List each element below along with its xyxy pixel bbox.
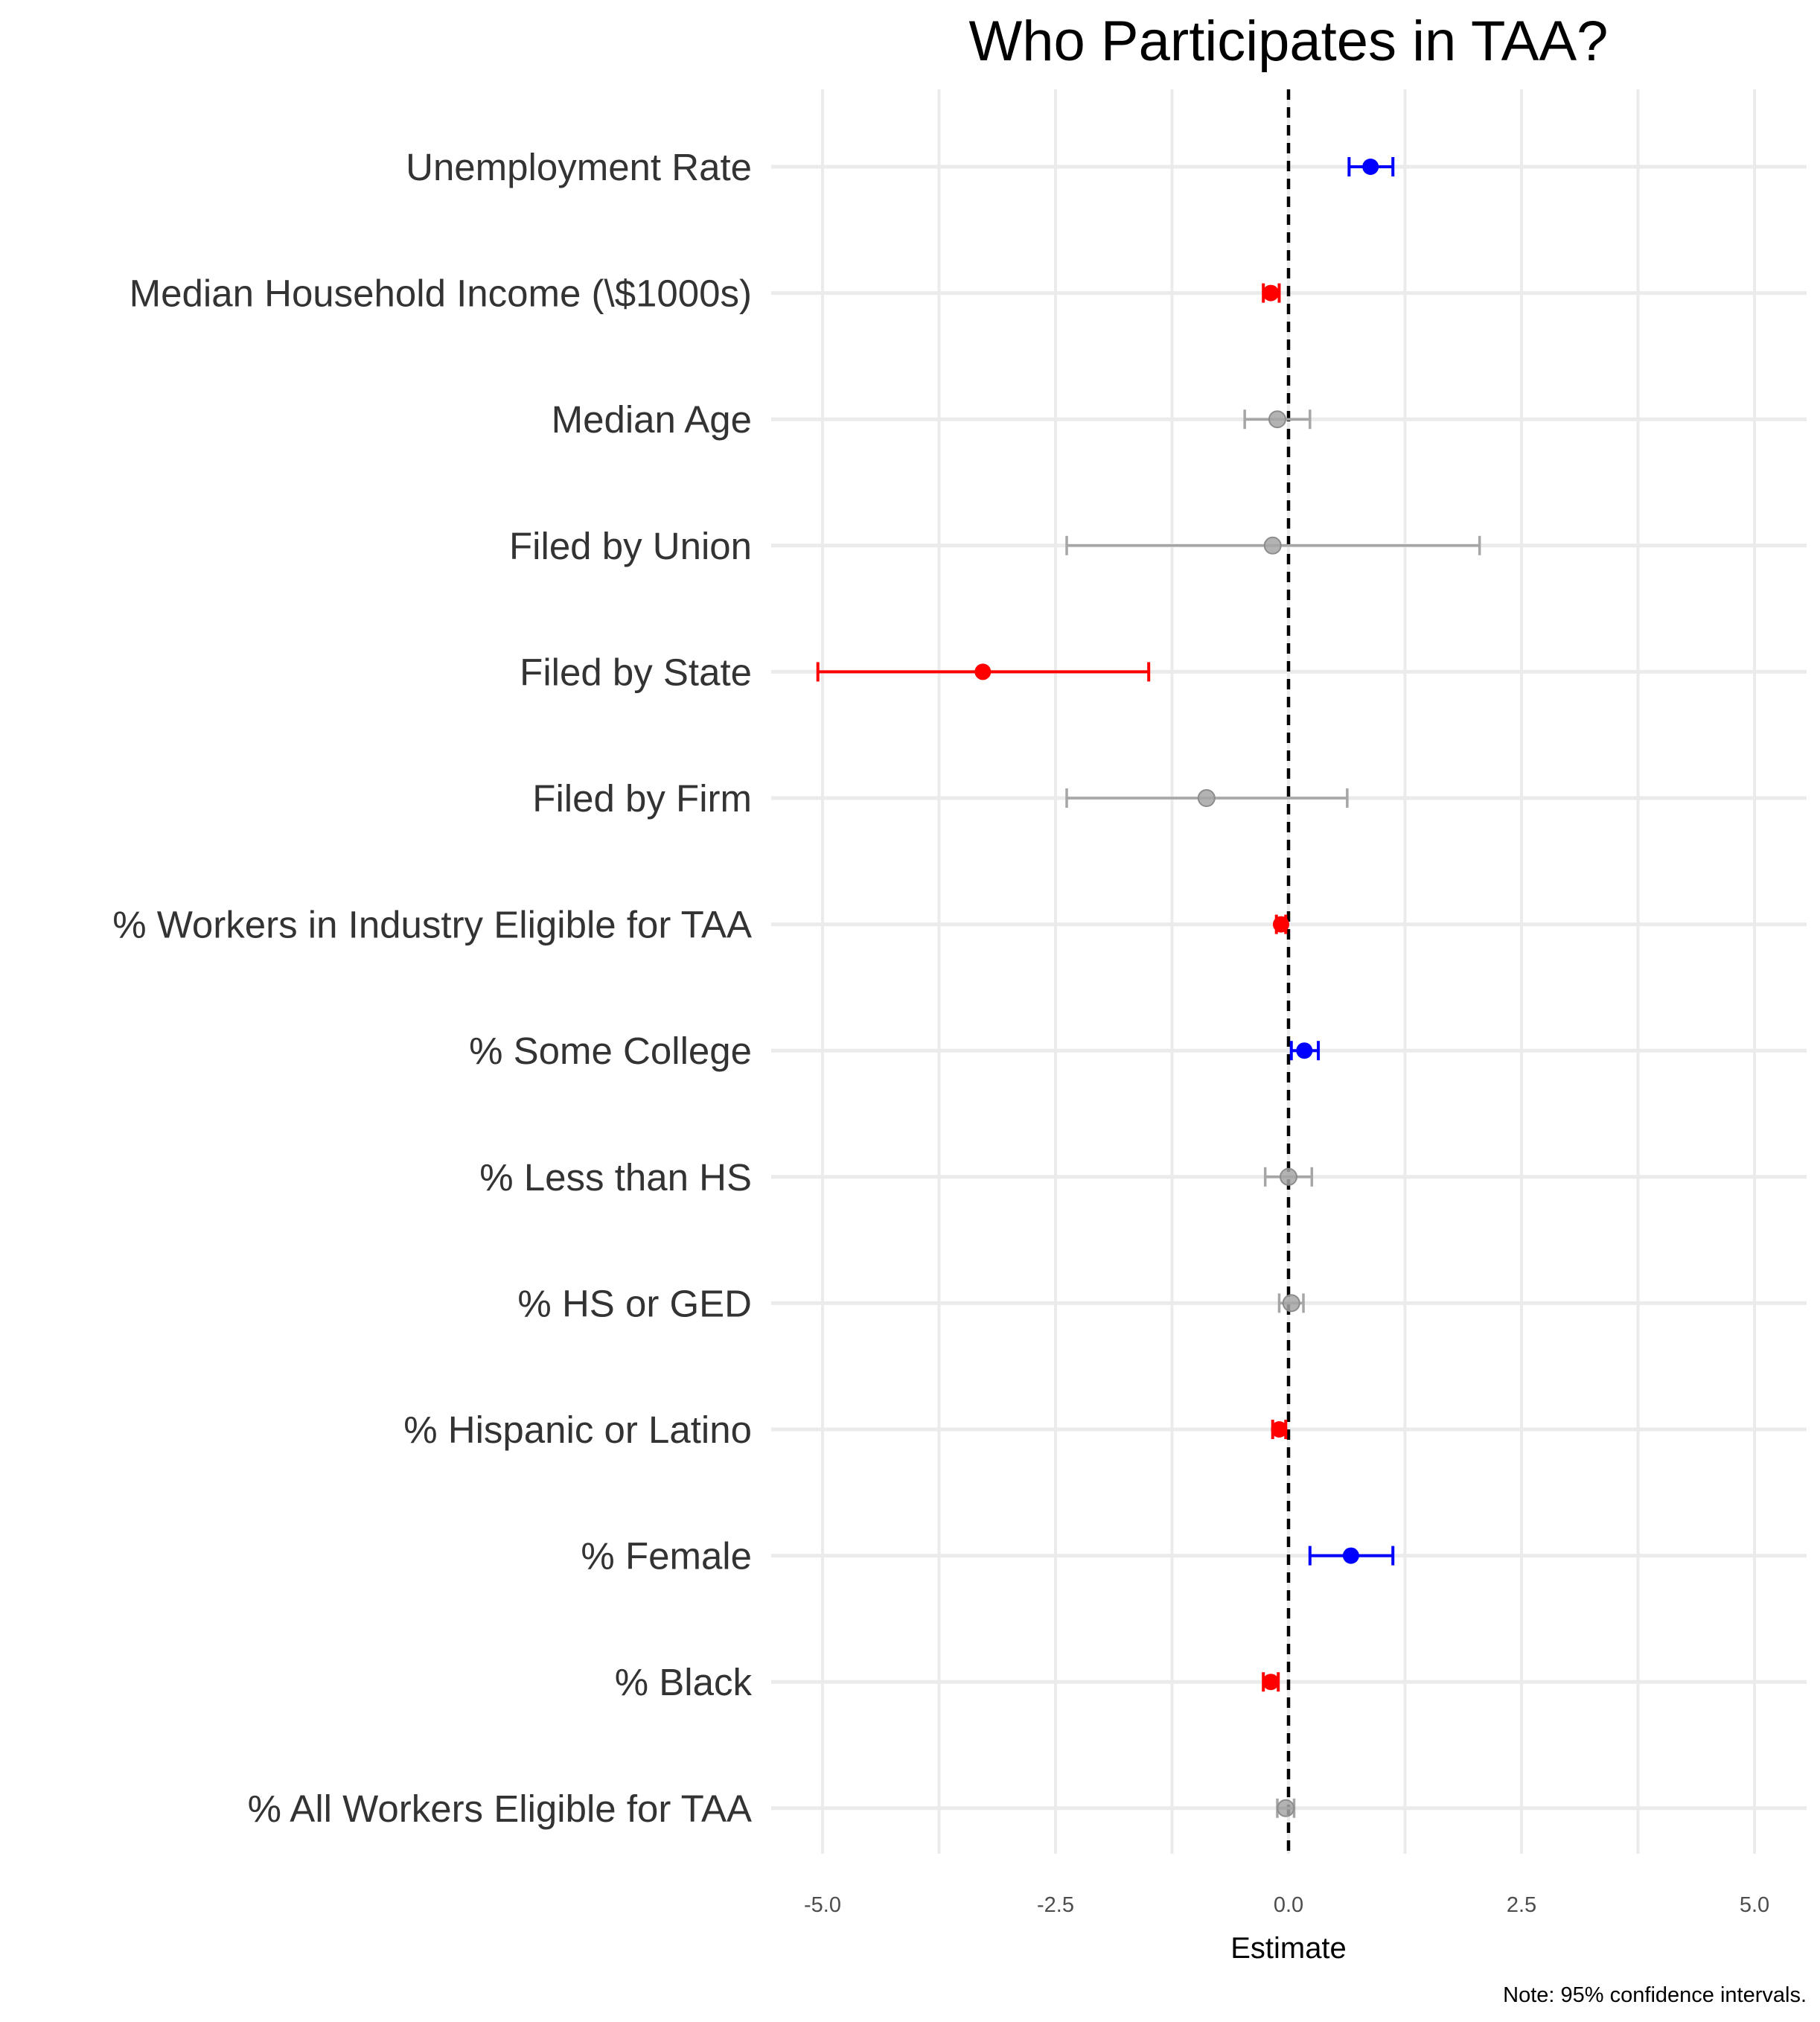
estimate-point	[1296, 1042, 1313, 1059]
estimate-point	[1342, 1547, 1359, 1564]
x-axis-tick-labels: -5.0 -2.5 0.0 2.5 5.0	[804, 1893, 1769, 1917]
estimate-point	[974, 663, 992, 680]
x-tick-label: 5.0	[1740, 1893, 1769, 1917]
estimate-point	[1362, 159, 1379, 175]
estimate-point	[1282, 1294, 1300, 1313]
y-axis-label: Filed by Union	[509, 525, 752, 567]
estimate-point	[1262, 1674, 1280, 1691]
y-axis-label: Median Household Income (\$1000s)	[130, 272, 752, 315]
y-axis-label: Filed by Firm	[532, 777, 752, 820]
y-axis-label: % Black	[615, 1661, 753, 1703]
error-bars	[816, 157, 1481, 1818]
estimate-point	[1271, 1421, 1288, 1438]
y-axis-label: % HS or GED	[517, 1282, 752, 1324]
estimate-point	[1262, 284, 1280, 302]
y-axis-label: Unemployment Rate	[406, 146, 752, 188]
estimate-point	[1268, 410, 1286, 429]
y-axis-label: % Female	[581, 1535, 752, 1578]
y-axis-label: Median Age	[552, 398, 752, 441]
chart-title: Who Participates in TAA?	[969, 10, 1609, 73]
estimate-point	[1263, 536, 1282, 555]
y-axis-label: % All Workers Eligible for TAA	[248, 1787, 752, 1830]
estimate-point	[1280, 1167, 1297, 1186]
y-axis-label: % Less than HS	[479, 1156, 752, 1199]
y-axis-label: % Workers in Industry Eligible for TAA	[112, 904, 752, 946]
y-axis-labels: Unemployment Rate Median Household Income…	[112, 146, 752, 1830]
chart-note: Note: 95% confidence intervals.	[1503, 1983, 1807, 2007]
x-tick-label: 0.0	[1274, 1893, 1303, 1917]
y-axis-label: % Hispanic or Latino	[403, 1409, 752, 1451]
x-axis-title: Estimate	[1230, 1932, 1347, 1965]
x-tick-label: -5.0	[804, 1893, 841, 1917]
x-tick-label: 2.5	[1507, 1893, 1536, 1917]
estimate-point	[1277, 1799, 1295, 1817]
estimate-point	[1197, 789, 1216, 807]
estimate-points	[974, 159, 1379, 1817]
y-axis-label: % Some College	[469, 1030, 752, 1072]
estimate-point	[1272, 916, 1289, 933]
y-axis-label: Filed by State	[520, 651, 752, 693]
x-tick-label: -2.5	[1037, 1893, 1074, 1917]
